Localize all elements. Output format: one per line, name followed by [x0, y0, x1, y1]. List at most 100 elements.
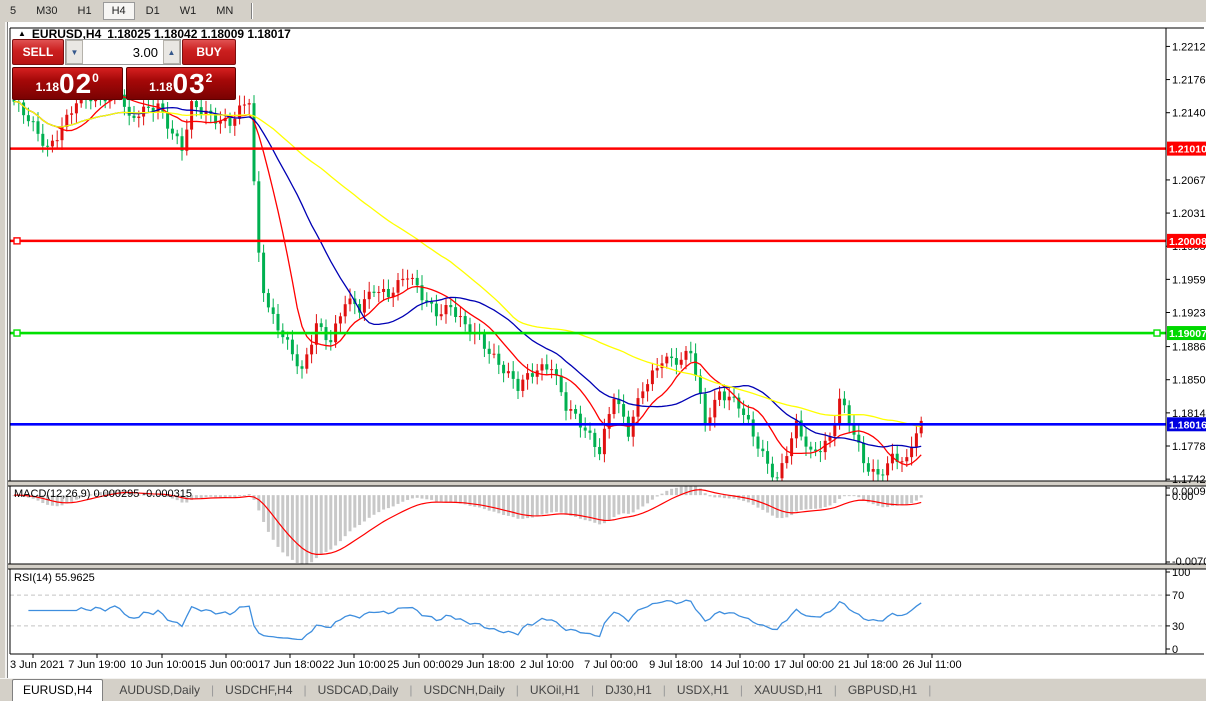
svg-text:-0.00705: -0.00705 [1172, 556, 1206, 568]
moving-averages [13, 96, 922, 466]
bid-big-digits: 02 [59, 68, 93, 100]
svg-text:9 Jul 18:00: 9 Jul 18:00 [649, 659, 703, 671]
svg-text:1.17780: 1.17780 [1172, 441, 1206, 453]
volume-spinner: ▼ ▲ [65, 39, 181, 65]
svg-text:1.20670: 1.20670 [1172, 175, 1206, 187]
chart-ohlc-values: 1.18025 1.18042 1.18009 1.18017 [107, 27, 291, 41]
rsi-label: RSI(14) 55.9625 [14, 572, 95, 584]
ask-price-display[interactable]: 1.18 03 2 [125, 67, 236, 100]
horizontal-price-lines [10, 147, 1166, 426]
svg-text:1.21760: 1.21760 [1172, 75, 1206, 87]
macd-axis: 0.0009360.00 -0.00705 [1166, 486, 1206, 568]
svg-text:26 Jul 11:00: 26 Jul 11:00 [902, 659, 961, 671]
bid-price-display[interactable]: 1.18 02 0 [12, 67, 123, 100]
rsi-axis: 100 70 30 0 [1166, 567, 1190, 656]
svg-text:0: 0 [1172, 644, 1178, 656]
chart-tab-usdcnh-daily[interactable]: USDCNH,Daily [423, 683, 505, 697]
macd-signal-line [13, 489, 922, 555]
svg-text:1.21400: 1.21400 [1172, 108, 1206, 120]
tab-separator: | [833, 683, 837, 697]
svg-text:17 Jun 18:00: 17 Jun 18:00 [258, 659, 322, 671]
chart-tab-gbpusd-h1[interactable]: GBPUSD,H1 [847, 683, 918, 697]
collapse-triangle-icon[interactable]: ▲ [18, 29, 26, 38]
timeframe-button-w1[interactable]: W1 [179, 5, 197, 17]
chart-tab-xauusd-h1[interactable]: XAUUSD,H1 [754, 683, 823, 697]
timeframe-button-mn[interactable]: MN [216, 5, 234, 17]
svg-text:22 Jun 10:00: 22 Jun 10:00 [322, 659, 386, 671]
tab-separator: | [303, 683, 307, 697]
chart-tab-eurusd-h4[interactable]: EURUSD,H4 [12, 679, 104, 701]
svg-text:1.22120: 1.22120 [1172, 41, 1206, 53]
chart-tab-dj30-h1[interactable]: DJ30,H1 [605, 683, 652, 697]
bid-pip-digit: 0 [92, 71, 99, 85]
volume-increase-button[interactable]: ▲ [163, 40, 180, 64]
timeframe-toolbar: 5 M30 H1 H4 D1 W1 MN [0, 0, 1206, 22]
svg-text:RSI(14) 55.9625: RSI(14) 55.9625 [14, 572, 95, 584]
tab-separator: | [515, 683, 519, 697]
ask-big-digits: 03 [172, 68, 206, 100]
chart-symbol-label: EURUSD,H4 [31, 27, 102, 41]
svg-text:29 Jun 18:00: 29 Jun 18:00 [451, 659, 515, 671]
svg-text:25 Jun 00:00: 25 Jun 00:00 [387, 659, 451, 671]
svg-text:1.18140: 1.18140 [1172, 408, 1206, 420]
toolbar-separator [251, 3, 253, 19]
svg-text:2 Jul 10:00: 2 Jul 10:00 [520, 659, 574, 671]
candles-layer [12, 79, 923, 481]
svg-text:14 Jul 10:00: 14 Jul 10:00 [710, 659, 770, 671]
chart-tab-ukoil-h1[interactable]: UKOil,H1 [529, 683, 580, 697]
bid-prefix: 1.18 [35, 80, 59, 94]
rsi-line [28, 599, 922, 641]
buy-button[interactable]: BUY [182, 39, 236, 65]
svg-text:1.18860: 1.18860 [1172, 342, 1206, 354]
svg-text:1.18016: 1.18016 [1169, 419, 1206, 431]
tab-separator: | [662, 683, 666, 697]
tab-separator: | [928, 683, 932, 697]
tab-separator: | [739, 683, 744, 697]
chart-tab-audusd-daily[interactable]: AUDUSD,Daily [119, 683, 201, 697]
timeframe-button-h1[interactable]: H1 [77, 5, 92, 17]
svg-text:3 Jun 2021: 3 Jun 2021 [10, 659, 64, 671]
window-left-grip[interactable] [0, 22, 8, 678]
chart-tabs-bar: EURUSD,H4 AUDUSD,Daily | USDCHF,H4 | USDCAD,D… [0, 678, 1206, 701]
svg-text:100: 100 [1172, 567, 1190, 579]
tab-separator: | [211, 683, 215, 697]
svg-text:10 Jun 10:00: 10 Jun 10:00 [130, 659, 194, 671]
svg-text:0.00: 0.00 [1172, 491, 1193, 503]
chart-title-row: ▲ EURUSD,H4 1.18025 1.18042 1.18009 1.18… [18, 27, 291, 41]
sell-button[interactable]: SELL [12, 39, 64, 65]
chart-tab-usdcad-daily[interactable]: USDCAD,Daily [317, 683, 399, 697]
svg-text:70: 70 [1172, 590, 1184, 602]
svg-text:MACD(12,26,9) 0.000295 -0.0003: MACD(12,26,9) 0.000295 -0.000315 [14, 488, 192, 500]
price-chart-canvas[interactable]: 1.221201.217601.214001.206701.203101.199… [8, 24, 1206, 676]
svg-text:1.17420: 1.17420 [1172, 474, 1206, 486]
timeframe-button-5[interactable]: 5 [10, 5, 17, 17]
chart-tab-usdx-h1[interactable]: USDX,H1 [676, 683, 729, 697]
svg-text:1.19230: 1.19230 [1172, 308, 1206, 320]
svg-text:7 Jul 00:00: 7 Jul 00:00 [584, 659, 638, 671]
svg-text:1.21010: 1.21010 [1169, 144, 1206, 156]
svg-text:30: 30 [1172, 621, 1184, 633]
timeframe-button-m30[interactable]: M30 [36, 5, 58, 17]
price-axis: 1.221201.217601.214001.206701.203101.199… [1166, 41, 1206, 486]
volume-decrease-button[interactable]: ▼ [66, 40, 83, 64]
svg-text:1.18500: 1.18500 [1172, 375, 1206, 387]
volume-input[interactable] [83, 40, 163, 64]
rsi-level-lines [10, 594, 1166, 627]
tab-separator: | [409, 683, 413, 697]
timeframe-button-d1[interactable]: D1 [145, 5, 160, 17]
svg-text:1.19007: 1.19007 [1169, 328, 1206, 340]
chart-window: 1.221201.217601.214001.206701.203101.199… [8, 22, 1206, 678]
svg-text:0.000936: 0.000936 [1172, 486, 1206, 498]
svg-text:7 Jun 19:00: 7 Jun 19:00 [68, 659, 126, 671]
time-axis: 3 Jun 2021 7 Jun 19:00 10 Jun 10:00 15 Jun … [10, 654, 962, 671]
svg-text:15 Jun 00:00: 15 Jun 00:00 [194, 659, 258, 671]
ask-prefix: 1.18 [149, 80, 173, 94]
ask-pip-digit: 2 [205, 71, 213, 85]
svg-text:1.19590: 1.19590 [1172, 274, 1206, 286]
svg-text:1.20310: 1.20310 [1172, 208, 1206, 220]
chart-tab-usdchf-h4[interactable]: USDCHF,H4 [225, 683, 293, 697]
tab-separator: | [590, 683, 595, 697]
timeframe-button-h4[interactable]: H4 [102, 2, 135, 20]
